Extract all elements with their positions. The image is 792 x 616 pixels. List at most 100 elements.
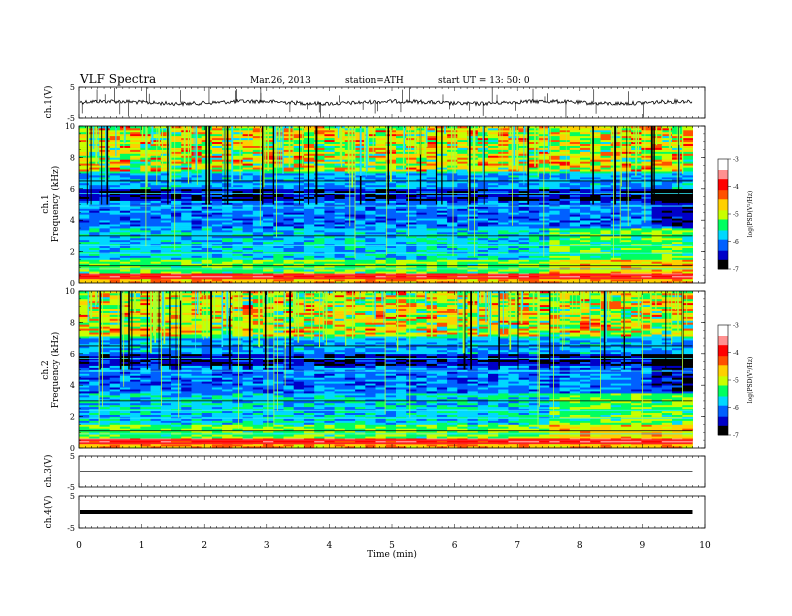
spectrogram-cell	[560, 220, 571, 222]
spectrogram-cell	[611, 216, 622, 218]
spectrogram-cell	[263, 173, 274, 175]
spectrogram-cell	[253, 132, 264, 134]
spectrogram-cell	[621, 258, 632, 260]
spectrogram-cell	[652, 163, 663, 165]
spectrogram-cell	[611, 189, 622, 191]
spectrogram-cell	[457, 232, 468, 234]
spectrogram-cell	[396, 150, 407, 152]
spectrogram-cell	[396, 157, 407, 159]
spectrogram-cell	[406, 242, 417, 244]
spectrogram-cell	[314, 261, 325, 263]
spectrogram-cell	[202, 258, 213, 260]
spectrogram-cell	[151, 189, 162, 191]
spectrogram-cell	[447, 185, 458, 187]
spectrogram-cell	[212, 169, 223, 171]
spectrogram-cell	[529, 248, 540, 250]
spectrogram-cell	[314, 220, 325, 222]
spectrogram-cell	[662, 216, 673, 218]
spectrogram-cell	[79, 232, 90, 234]
spectrogram-cell	[508, 173, 519, 175]
spectrogram-cell	[232, 173, 243, 175]
spectrogram-cell	[376, 150, 387, 152]
spectrogram-cell	[181, 238, 192, 240]
spectrogram-cell	[324, 191, 335, 193]
spectrogram-cell	[89, 238, 100, 240]
spectrogram-cell	[427, 138, 438, 140]
spectrogram-cell	[468, 214, 479, 216]
spectrogram-cell	[365, 226, 376, 228]
spectrogram-cell	[641, 189, 652, 191]
spectrogram-cell	[570, 269, 581, 271]
spectrogram-cell	[253, 201, 264, 203]
spectrogram-cell	[682, 189, 693, 191]
spectrogram-cell	[345, 238, 356, 240]
spectrogram-cell	[130, 157, 141, 159]
spectrogram-cell	[652, 226, 663, 228]
spectrogram-cell	[396, 269, 407, 271]
spectrogram-cell	[110, 175, 121, 177]
spectrogram-cell	[232, 148, 243, 150]
spectrogram-cell	[171, 142, 182, 144]
spectrogram-cell	[457, 222, 468, 224]
spectrogram-cell	[243, 185, 254, 187]
spectrogram-cell	[212, 232, 223, 234]
spectrogram-cell	[396, 220, 407, 222]
spectrogram-cell	[396, 216, 407, 218]
spectrogram-cell	[447, 269, 458, 271]
spectrogram-cell	[386, 258, 397, 260]
spectrogram-cell	[120, 214, 131, 216]
spectrogram-cell	[314, 242, 325, 244]
spectrogram-cell	[365, 269, 376, 271]
spectrogram-cell	[437, 226, 448, 228]
spectrogram-cell	[641, 269, 652, 271]
spectrogram-cell	[202, 248, 213, 250]
spectrogram-cell	[529, 195, 540, 197]
spectrogram-cell	[171, 210, 182, 212]
spectrogram-cell	[652, 222, 663, 224]
spectrogram-cell	[682, 254, 693, 256]
spectrogram-cell	[355, 242, 366, 244]
spectrogram-cell	[212, 150, 223, 152]
spectrogram-cell	[396, 128, 407, 130]
spectrogram-cell	[263, 210, 274, 212]
spectrogram-cell	[498, 254, 509, 256]
spectrogram-cell	[468, 232, 479, 234]
spectrogram-cell	[284, 191, 295, 193]
spectrogram-cell	[396, 148, 407, 150]
spectrogram-cell	[601, 220, 612, 222]
spectrogram-cell	[222, 232, 233, 234]
spectrogram-cell	[151, 228, 162, 230]
spectrogram-cell	[181, 157, 192, 159]
spectrogram-cell	[253, 216, 264, 218]
spectrogram-cell	[294, 189, 305, 191]
spectrogram-cell	[447, 226, 458, 228]
spectrogram-cell	[243, 154, 254, 156]
spectrogram-cell	[437, 228, 448, 230]
spectrogram-cell	[498, 144, 509, 146]
spectrogram-cell	[682, 216, 693, 218]
spectrogram-cell	[294, 199, 305, 201]
spectrogram-cell	[151, 207, 162, 209]
spectrogram-cell	[253, 183, 264, 185]
spectrogram-cell	[253, 191, 264, 193]
spectrogram-cell	[263, 195, 274, 197]
spectrogram-cell	[621, 132, 632, 134]
spectrogram-cell	[468, 248, 479, 250]
spectrogram-cell	[570, 154, 581, 156]
spectrogram-cell	[580, 175, 591, 177]
spectrogram-cell	[611, 173, 622, 175]
spectrogram-cell	[202, 220, 213, 222]
spectrogram-cell	[304, 279, 315, 281]
spectrogram-cell	[621, 138, 632, 140]
spectrogram-cell	[437, 220, 448, 222]
spectrogram-cell	[376, 148, 387, 150]
spectrogram-cell	[273, 232, 284, 234]
spectrogram-cell	[560, 154, 571, 156]
spectrogram-cell	[99, 232, 110, 234]
spectrogram-cell	[641, 220, 652, 222]
spectrogram-cell	[376, 222, 387, 224]
spectrogram-cell	[508, 279, 519, 281]
spectrogram-cell	[488, 207, 499, 209]
spectrogram-cell	[396, 163, 407, 165]
spectrogram-cell	[232, 157, 243, 159]
